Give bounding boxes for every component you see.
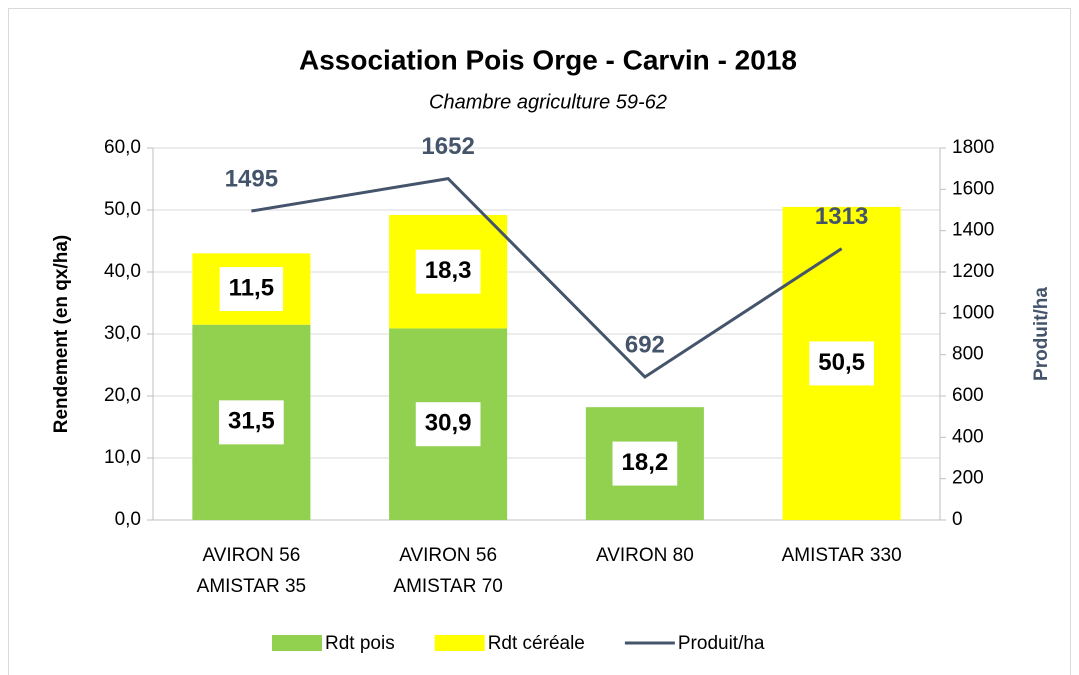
line <box>251 176 843 379</box>
y2-tick-label: 400 <box>952 426 984 447</box>
y2-tick-label: 0 <box>952 509 963 530</box>
y-tick-label: 0,0 <box>115 509 141 530</box>
y2-tick-label: 1400 <box>952 220 994 241</box>
x-tick-label: AVIRON 80 <box>596 545 694 566</box>
y-tick-label: 20,0 <box>104 385 141 406</box>
data-label-box <box>219 400 284 445</box>
y2-tick-label: 1000 <box>952 302 994 323</box>
data-label: 18,3 <box>425 257 472 284</box>
data-label: 1652 <box>421 133 474 160</box>
data-label: 692 <box>625 331 665 358</box>
legend-label: Rdt pois <box>325 633 395 654</box>
y2-axis-label: Produit/ha <box>1031 287 1052 381</box>
y2-tick-label: 200 <box>952 468 984 489</box>
data-label: 18,2 <box>622 449 669 476</box>
chart-title: Association Pois Orge - Carvin - 2018 <box>299 44 797 75</box>
y2-tick-label: 1600 <box>952 178 994 199</box>
y-tick-label: 30,0 <box>104 323 141 344</box>
y-axis-label: Rendement (en qx/ha) <box>51 235 72 433</box>
data-label-box <box>219 267 284 312</box>
y2-tick-label: 1800 <box>952 137 994 158</box>
legend-label: Produit/ha <box>678 633 765 654</box>
y-tick-label: 50,0 <box>104 199 141 220</box>
y-tick-label: 60,0 <box>104 137 141 158</box>
data-label-box <box>415 249 481 294</box>
y-tick-label: 40,0 <box>104 261 141 282</box>
data-label-box <box>809 341 874 386</box>
y2-tick-label: 600 <box>952 385 984 406</box>
x-tick-label: AMISTAR 35 <box>197 576 306 597</box>
data-label: 1495 <box>225 165 278 192</box>
legend-swatch <box>434 635 485 651</box>
x-tick-label: AMISTAR 330 <box>782 545 902 566</box>
chart-subtitle: Chambre agriculture 59-62 <box>429 91 667 113</box>
data-label: 1313 <box>815 203 868 230</box>
y2-tick-label: 1200 <box>952 261 994 282</box>
data-label: 11,5 <box>229 274 274 301</box>
legend-swatch <box>272 635 322 651</box>
legend-label: Rdt céréale <box>488 633 585 654</box>
x-tick-label: AVIRON 56 <box>399 545 497 566</box>
y-tick-label: 10,0 <box>104 447 141 468</box>
x-tick-label: AMISTAR 70 <box>393 576 502 597</box>
x-tick-label: AVIRON 56 <box>202 545 300 566</box>
data-label: 31,5 <box>228 408 275 435</box>
data-label-box <box>612 441 678 486</box>
data-label: 30,9 <box>425 410 472 437</box>
y2-tick-label: 800 <box>952 344 984 365</box>
data-label: 50,5 <box>818 349 865 376</box>
data-label-box <box>415 402 481 447</box>
